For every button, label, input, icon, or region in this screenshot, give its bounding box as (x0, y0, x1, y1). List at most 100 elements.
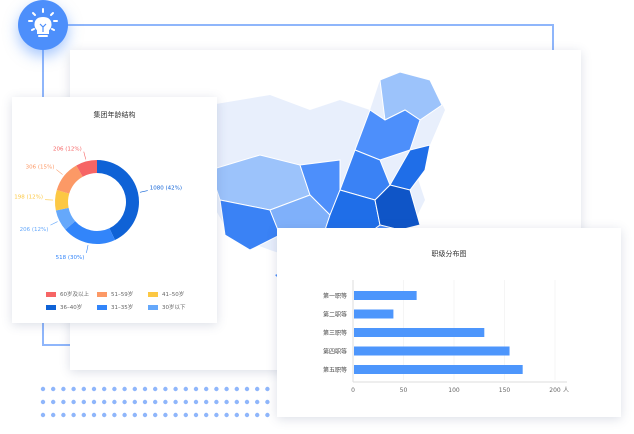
dot (61, 399, 66, 405)
legend-label: 36–40岁 (60, 305, 83, 311)
dot (183, 412, 188, 418)
bar[interactable] (354, 328, 485, 337)
legend-label: 41–50岁 (162, 292, 185, 298)
dot (173, 399, 178, 405)
dot (193, 399, 199, 405)
dot (81, 386, 86, 392)
connector-line (42, 344, 72, 346)
dot (204, 412, 209, 418)
dot (132, 412, 137, 418)
dot (51, 399, 56, 405)
legend-item[interactable]: 36–40岁 (46, 303, 82, 311)
lightbulb-icon (18, 0, 68, 50)
dot (102, 386, 107, 392)
dot (112, 412, 117, 418)
legend-item[interactable]: 51–59岁 (97, 290, 133, 298)
dot (244, 412, 250, 418)
dot (244, 399, 250, 405)
x-tick-label: 0 (351, 387, 355, 394)
dot (183, 386, 188, 392)
leader-line (86, 245, 89, 253)
leader-line (56, 169, 63, 175)
dot (244, 386, 250, 392)
donut-slice[interactable] (76, 160, 97, 177)
donut-slice[interactable] (55, 207, 76, 230)
slice-label: 206 (12%) (20, 227, 49, 233)
dot (91, 399, 97, 405)
legend-swatch (97, 304, 107, 310)
legend-item[interactable]: 31–35岁 (97, 303, 133, 311)
dot (51, 412, 56, 418)
dot (173, 412, 178, 418)
connector-line (60, 24, 554, 26)
dot (204, 399, 209, 405)
dot (234, 412, 239, 418)
dot (132, 399, 137, 405)
dot (102, 399, 107, 405)
bar[interactable] (354, 346, 510, 356)
dot (214, 412, 219, 418)
x-tick-label: 50 (400, 387, 408, 394)
legend-label: 31–35岁 (111, 305, 134, 311)
leader-line (50, 221, 58, 226)
legend-item[interactable]: 60岁及以上 (46, 290, 89, 298)
legend-item[interactable]: 30岁以下 (148, 303, 186, 311)
dot (81, 399, 86, 405)
dot (71, 412, 76, 418)
dot (91, 412, 97, 418)
dot (204, 386, 209, 392)
dot (91, 386, 97, 392)
dot (224, 399, 229, 405)
rank-chart-card: 职级分布图 0 50 100 150 200 人 第一职等 第二职等 第三职等 第四职等 第五职等 (277, 228, 621, 417)
dot (112, 386, 117, 392)
y-category-label: 第五职等 (323, 366, 347, 374)
dot (224, 386, 229, 392)
rank-chart-title: 职级分布图 (431, 250, 467, 258)
dot (163, 399, 168, 405)
legend-label: 51–59岁 (111, 292, 134, 298)
dot (122, 399, 127, 405)
dot (183, 399, 188, 405)
donut-slice[interactable] (97, 160, 139, 240)
dot (265, 412, 270, 418)
dot (193, 386, 199, 392)
age-chart-card: 集团年龄结构 1080 (42%) 518 (30%) 206 (12%) 198 (… (12, 97, 217, 323)
dot (214, 386, 219, 392)
dot-pattern (40, 386, 270, 418)
x-tick-label: 100 (448, 387, 460, 394)
donut-chart: 1080 (42%) 518 (30%) 206 (12%) 198 (12%) 306… (14, 147, 182, 261)
donut-slice[interactable] (65, 221, 115, 244)
dot (142, 399, 148, 405)
dot (234, 399, 239, 405)
dot (234, 386, 239, 392)
dot (61, 412, 66, 418)
bar[interactable] (354, 365, 523, 374)
dot (81, 412, 86, 418)
age-chart-title: 集团年龄结构 (93, 111, 136, 119)
dot (112, 399, 117, 405)
legend-item[interactable]: 41–50岁 (148, 290, 184, 298)
bar[interactable] (354, 309, 394, 319)
y-category-label: 第二职等 (323, 311, 347, 319)
dot (214, 399, 219, 405)
dot (142, 386, 148, 392)
donut-slice[interactable] (56, 165, 83, 194)
leader-line (139, 190, 148, 193)
leader-line (83, 151, 87, 160)
dot (61, 386, 66, 392)
dot (71, 399, 76, 405)
legend-label: 30岁以下 (162, 305, 186, 311)
dot (51, 386, 56, 392)
donut-slice[interactable] (54, 189, 70, 211)
y-category-label: 第一职等 (323, 292, 347, 300)
dot (173, 386, 178, 392)
x-tick-label: 150 (499, 387, 511, 394)
bar[interactable] (354, 291, 417, 300)
legend-swatch (97, 291, 107, 297)
x-unit-label: 人 (563, 387, 569, 394)
dot (132, 386, 137, 392)
legend-swatch (148, 304, 158, 310)
dot (255, 412, 260, 418)
dot (265, 399, 270, 405)
